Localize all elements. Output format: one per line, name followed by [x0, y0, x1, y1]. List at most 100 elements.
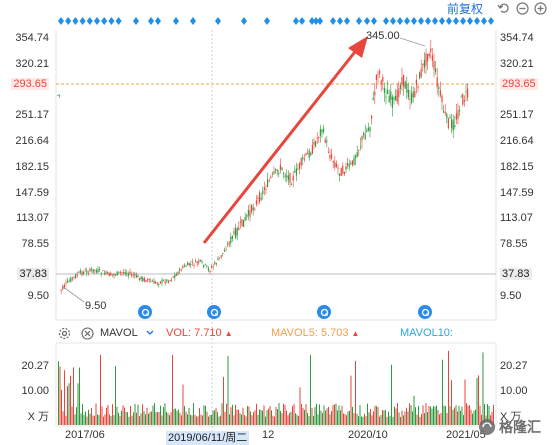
- volume-bar: [476, 377, 478, 425]
- candle-body: [92, 269, 94, 273]
- volume-bar: [262, 410, 263, 425]
- volume-bar: [181, 415, 182, 425]
- candle-body: [287, 175, 289, 181]
- volume-bar: [208, 416, 209, 425]
- candle-body: [257, 197, 259, 199]
- candle-body: [129, 271, 131, 274]
- volume-bar: [470, 409, 472, 425]
- candle-body: [265, 189, 267, 191]
- event-marker: [241, 17, 247, 25]
- settings-icon[interactable]: [57, 326, 71, 340]
- volume-bar: [353, 413, 355, 425]
- volume-bar: [145, 414, 146, 425]
- volume-axis-left-0: 20.27: [21, 360, 49, 372]
- volume-bar: [127, 412, 128, 425]
- candle-body: [145, 280, 147, 282]
- indicator-selector[interactable]: MAVOL: [100, 327, 138, 339]
- volume-bar: [482, 352, 484, 425]
- adjust-mode-button[interactable]: 前复权: [447, 2, 484, 16]
- volume-bar: [386, 416, 388, 425]
- candle-body: [388, 95, 390, 103]
- volume-bar: [368, 412, 370, 425]
- volume-bar: [419, 416, 421, 425]
- candle-body: [340, 168, 342, 177]
- volume-bar: [121, 410, 122, 425]
- candle-body: [406, 83, 408, 93]
- event-marker: [453, 17, 459, 25]
- volume-bar: [310, 355, 311, 425]
- volume-bar: [313, 415, 314, 425]
- candle-body: [409, 98, 411, 100]
- candle-body: [233, 231, 235, 235]
- earnings-marker-icon[interactable]: [138, 305, 152, 319]
- candle-body: [86, 270, 88, 273]
- price-axis-left-7: 113.07: [16, 212, 49, 224]
- chevron-down-icon[interactable]: [144, 327, 156, 339]
- earnings-marker-icon[interactable]: [317, 305, 331, 319]
- volume-bar: [352, 406, 353, 425]
- candle-body: [399, 84, 401, 89]
- volume-bar: [191, 415, 193, 425]
- volume-bar: [326, 408, 328, 425]
- candle-body: [105, 271, 107, 274]
- volume-bar: [179, 413, 181, 425]
- candle-body: [316, 137, 318, 139]
- candle-body: [459, 110, 461, 112]
- candle-body: [110, 272, 112, 276]
- price-axis-left-current: 293.65: [11, 78, 49, 90]
- volume-bar: [58, 361, 59, 425]
- zoom-in-icon[interactable]: [533, 1, 547, 15]
- volume-bar: [59, 366, 61, 425]
- volume-bar: [383, 410, 385, 425]
- candle-body: [174, 274, 176, 278]
- volume-bar: [175, 408, 176, 425]
- volume-bar: [466, 403, 467, 425]
- volume-bar: [158, 412, 160, 425]
- volume-bar: [295, 413, 296, 425]
- volume-bar: [412, 411, 413, 425]
- volume-bar: [182, 384, 184, 425]
- volume-bar: [328, 406, 329, 425]
- candle-body: [108, 272, 110, 277]
- volume-bar: [91, 408, 92, 425]
- volume-bar: [377, 407, 379, 425]
- volume-bar: [164, 403, 166, 425]
- candle-body: [454, 125, 456, 128]
- price-axis-right-10: 9.50: [500, 290, 522, 302]
- price-axis-left-3: 251.17: [15, 109, 49, 121]
- volume-bar: [116, 406, 118, 425]
- close-icon[interactable]: [80, 326, 94, 340]
- candle-body: [452, 120, 454, 131]
- price-axis-right-3: 251.17: [500, 109, 534, 121]
- candle-body: [366, 129, 368, 132]
- zoom-out-icon[interactable]: [515, 1, 529, 15]
- earnings-marker-icon[interactable]: [207, 305, 221, 319]
- candle-body: [347, 163, 349, 166]
- volume-bar: [304, 409, 305, 425]
- volume-bar: [394, 406, 395, 425]
- candle-body: [159, 281, 161, 284]
- volume-bar: [242, 407, 244, 425]
- volume-bar: [110, 416, 112, 425]
- volume-bar: [107, 405, 109, 425]
- event-marker: [481, 17, 487, 25]
- candle-body: [132, 275, 134, 276]
- volume-bar: [293, 403, 295, 425]
- event-marker: [79, 17, 86, 25]
- volume-bar: [136, 412, 137, 425]
- candle-body: [158, 284, 160, 285]
- earnings-marker-icon[interactable]: [418, 305, 432, 319]
- candle-body: [380, 80, 382, 85]
- volume-bar: [371, 415, 373, 425]
- candle-body: [414, 91, 416, 98]
- candle-body: [126, 272, 128, 274]
- candle-body: [180, 270, 182, 272]
- candle-body: [60, 290, 62, 292]
- volume-bar: [220, 415, 221, 425]
- volume-bar: [85, 411, 86, 425]
- candle-body: [339, 173, 341, 176]
- undo-icon[interactable]: [496, 1, 510, 15]
- candle-body: [446, 113, 448, 119]
